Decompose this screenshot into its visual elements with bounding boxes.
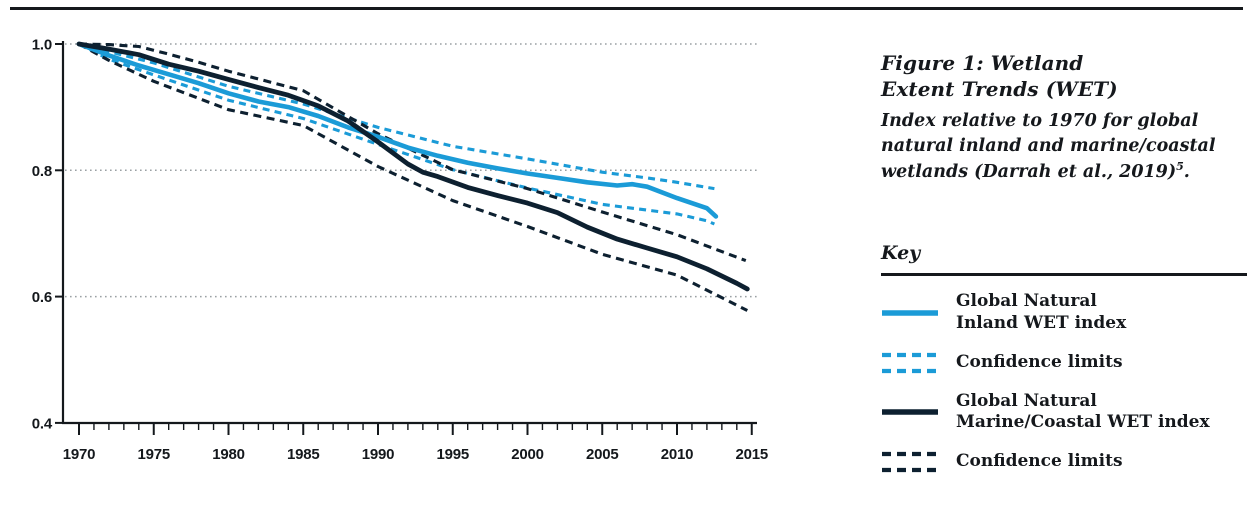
inland-solid-line-swatch-icon: [882, 310, 938, 316]
key-heading: Key: [881, 242, 921, 264]
series-marine-coastal-wet-confidence-upper-limit: [78, 42, 747, 263]
series-global-natural-marine-coastal-wet-index: [76, 41, 750, 292]
x-tick-label: 1975: [137, 446, 170, 463]
series-inland-wet-confidence-upper-limit: [78, 42, 715, 191]
key-divider-rule: [881, 273, 1247, 276]
legend-label: Global Natural Marine/Coastal WET index: [956, 390, 1210, 433]
series-inland-wet-confidence-lower-limit: [78, 42, 716, 226]
y-tick-label: 0.6: [32, 289, 52, 306]
figure-title: Figure 1: Wetland Extent Trends (WET): [881, 51, 1118, 101]
y-tick-label: 0.4: [32, 415, 53, 432]
x-tick-label: 2000: [511, 446, 544, 463]
x-tick-label: 1995: [436, 446, 469, 463]
x-tick-label: 2005: [586, 446, 619, 463]
y-tick-label: 0.8: [32, 163, 52, 180]
legend-item-marine-coastal-wet-index: Global Natural Marine/Coastal WET index: [881, 391, 1247, 435]
legend-label: Confidence limits: [956, 451, 1123, 472]
wet-index-line-chart: 1.0 0.8 0.6 0.4 1970 1975 1980 1985 1990 1995 2000…: [32, 37, 769, 464]
y-tick-label: 1.0: [32, 37, 52, 54]
x-tick-label: 1985: [287, 446, 320, 463]
figure-subtitle: Index relative to 1970 for global natura…: [881, 109, 1221, 184]
legend-item-marine-confidence-limits: Confidence limits: [881, 449, 1247, 475]
caption-column: Figure 1: Wetland Extent Trends (WET) In…: [881, 50, 1249, 184]
series-global-natural-inland-wet-index: [76, 41, 719, 219]
top-divider-rule: [10, 7, 1243, 10]
legend-label: Confidence limits: [956, 351, 1123, 372]
legend-key: Key Global Natural Inland WET index Conf…: [881, 242, 1247, 475]
x-tick-label: 2010: [661, 446, 694, 463]
legend-label: Global Natural Inland WET index: [956, 291, 1127, 333]
x-tick-label: 1970: [63, 446, 96, 463]
subtitle-period: .: [1183, 161, 1190, 182]
inland-dashed-line-swatch-icon: [882, 352, 938, 373]
legend-item-inland-wet-index: Global Natural Inland WET index: [881, 291, 1247, 335]
series-marine-coastal-wet-confidence-lower-limit: [78, 42, 748, 312]
x-tick-label: 1990: [362, 446, 395, 463]
x-tick-label: 1980: [212, 446, 245, 463]
legend-item-inland-confidence-limits: Confidence limits: [881, 350, 1247, 376]
marine-solid-line-swatch-icon: [882, 409, 938, 415]
subtitle-footnote-marker: 5: [1176, 159, 1184, 173]
x-tick-label: 2015: [735, 446, 768, 463]
marine-dashed-line-swatch-icon: [882, 451, 938, 473]
subtitle-text: Index relative to 1970 for global natura…: [881, 111, 1216, 182]
